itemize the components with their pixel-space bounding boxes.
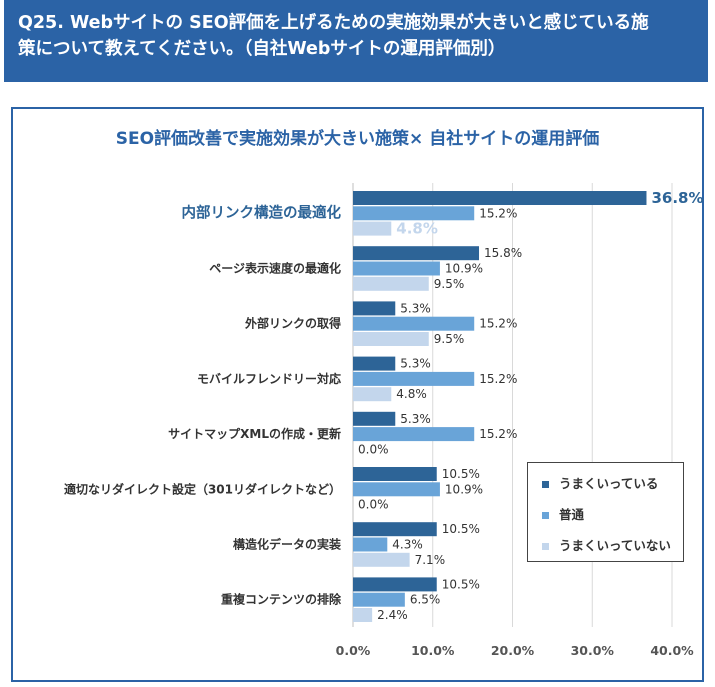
category-label: 内部リンク構造の最適化 (182, 203, 342, 221)
data-label: 15.2% (479, 317, 517, 331)
data-label: 5.3% (400, 301, 431, 315)
category-label: 適切なリダイレクト設定（301リダイレクトなど） (64, 481, 341, 496)
data-label: 15.2% (479, 372, 517, 386)
data-label: 2.4% (377, 608, 408, 622)
category-label: 構造化データの実装 (233, 537, 341, 552)
bar (353, 608, 373, 622)
data-label: 10.5% (442, 522, 480, 536)
data-label: 9.5% (434, 277, 465, 291)
data-label: 9.5% (434, 332, 465, 346)
legend-label-normal: 普通 (559, 507, 585, 522)
x-tick-label: 0.0% (336, 643, 371, 658)
legend-item-normal: 普通 (542, 504, 584, 523)
data-label: 10.5% (442, 577, 480, 591)
question-header: Q25. Webサイトの SEO評価を上げるための実施効果が大きいと感じている施… (4, 0, 708, 82)
data-label: 15.2% (479, 206, 517, 220)
bar (353, 191, 647, 205)
legend-swatch-bad (542, 543, 549, 550)
bar (353, 206, 475, 221)
data-label: 10.9% (445, 262, 483, 276)
legend-label-good: うまくいっている (559, 476, 659, 491)
data-label: 0.0% (358, 442, 389, 456)
legend-item-good: うまくいっている (542, 473, 658, 492)
chart-title: SEO評価改善で実施効果が大きい施策× 自社サイトの運用評価 (115, 129, 600, 149)
data-label: 36.8% (651, 189, 703, 207)
bar (353, 261, 440, 276)
bar (353, 356, 396, 371)
x-tick-label: 40.0% (650, 643, 694, 658)
category-label: 重複コンテンツの排除 (221, 592, 342, 607)
x-tick-label: 10.0% (411, 643, 455, 658)
bar (353, 371, 475, 386)
bar (353, 482, 440, 497)
bar (353, 316, 475, 331)
data-label: 0.0% (358, 498, 389, 512)
legend-label-bad: うまくいっていない (559, 538, 671, 553)
bar (353, 221, 392, 236)
legend-swatch-good (542, 481, 549, 488)
bar (353, 427, 475, 442)
bar (353, 276, 429, 291)
data-label: 10.9% (445, 482, 483, 496)
category-label: サイトマップXMLの作成・更新 (168, 426, 341, 441)
question-line-2: 策について教えてください。（自社Webサイトの運用評価別） (18, 39, 506, 59)
bar (353, 467, 437, 481)
bar (353, 411, 396, 426)
bar (353, 301, 396, 316)
bar (353, 332, 429, 346)
data-label: 4.8% (396, 387, 427, 401)
legend-item-bad: うまくいっていない (542, 535, 671, 554)
data-label: 7.1% (415, 553, 446, 567)
legend-swatch-normal (542, 512, 549, 519)
category-label: ページ表示速度の最適化 (209, 261, 341, 276)
x-tick-label: 20.0% (491, 643, 535, 658)
data-label: 4.8% (396, 220, 438, 238)
bar (353, 246, 480, 261)
data-label: 10.5% (442, 467, 480, 481)
bar (353, 537, 388, 552)
data-label: 5.3% (400, 357, 431, 371)
data-label: 6.5% (410, 593, 441, 607)
category-label: 外部リンクの取得 (245, 316, 341, 331)
category-label: モバイルフレンドリー対応 (197, 371, 341, 386)
bar (353, 552, 410, 567)
chart-legend: うまくいっている 普通 うまくいっていない (527, 462, 684, 562)
x-tick-label: 30.0% (571, 643, 615, 658)
bar (353, 522, 437, 537)
bar (353, 387, 392, 402)
data-label: 5.3% (400, 412, 431, 426)
question-line-1: Q25. Webサイトの SEO評価を上げるための実施効果が大きいと感じている施 (18, 13, 649, 33)
bar (353, 577, 437, 592)
data-label: 15.8% (484, 246, 522, 260)
bar (353, 592, 405, 607)
data-label: 15.2% (479, 427, 517, 441)
data-label: 4.3% (392, 538, 423, 552)
